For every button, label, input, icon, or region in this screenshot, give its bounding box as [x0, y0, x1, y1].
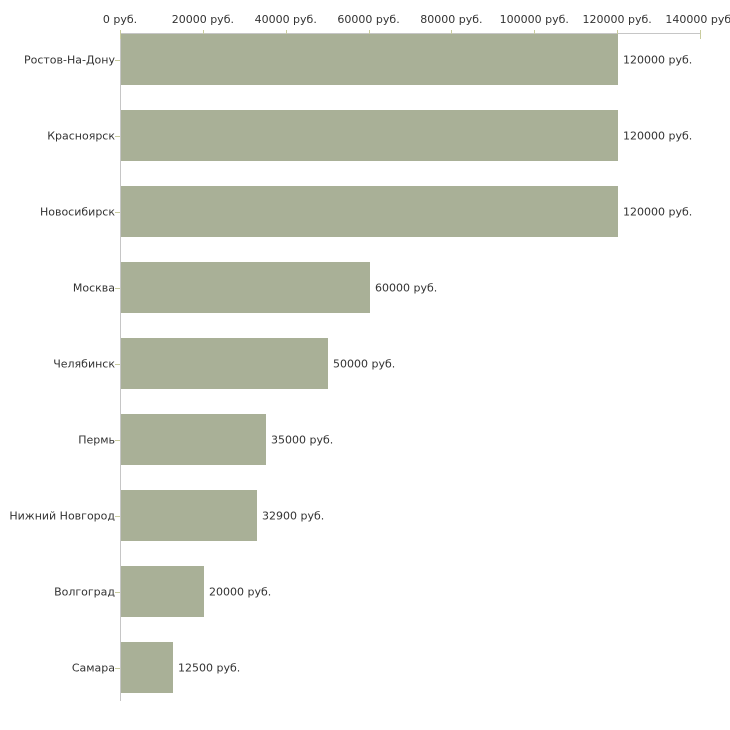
- bar: [121, 186, 618, 237]
- x-axis-tick-label: 0 руб.: [102, 13, 138, 26]
- x-axis-tick-mark: [700, 30, 701, 39]
- bar-value-label: 60000 руб.: [375, 281, 438, 294]
- x-axis-tick-label: 20000 руб.: [171, 13, 234, 26]
- bar-value-label: 32900 руб.: [262, 509, 325, 522]
- bar-value-label: 50000 руб.: [333, 357, 396, 370]
- category-label: Челябинск: [53, 357, 115, 370]
- bar: [121, 566, 204, 617]
- x-axis-tick-label: 80000 руб.: [420, 13, 483, 26]
- bar: [121, 34, 618, 85]
- y-axis-tick-mark: [115, 212, 120, 213]
- category-label: Волгоград: [54, 585, 115, 598]
- x-axis-tick-label: 140000 руб.: [665, 13, 730, 26]
- y-axis-tick-mark: [115, 60, 120, 61]
- bar: [121, 262, 370, 313]
- bar-value-label: 120000 руб.: [623, 129, 693, 142]
- bar-value-label: 12500 руб.: [178, 661, 241, 674]
- bar: [121, 110, 618, 161]
- y-axis-tick-mark: [115, 440, 120, 441]
- y-axis-tick-mark: [115, 516, 120, 517]
- bar-value-label: 20000 руб.: [209, 585, 272, 598]
- y-axis-tick-mark: [115, 136, 120, 137]
- x-axis-tick-mark: [120, 30, 121, 39]
- category-label: Ростов-На-Дону: [23, 53, 115, 66]
- bar: [121, 414, 266, 465]
- y-axis-line: [120, 33, 121, 701]
- category-label: Самара: [71, 661, 115, 674]
- bar: [121, 642, 173, 693]
- bar-value-label: 120000 руб.: [623, 205, 693, 218]
- bar: [121, 490, 257, 541]
- x-axis-tick-label: 40000 руб.: [254, 13, 317, 26]
- bar-value-label: 120000 руб.: [623, 53, 693, 66]
- category-label: Нижний Новгород: [9, 509, 115, 522]
- x-axis-line: [120, 33, 701, 34]
- y-axis-tick-mark: [115, 668, 120, 669]
- x-axis-tick-label: 100000 руб.: [499, 13, 569, 26]
- category-label: Красноярск: [47, 129, 115, 142]
- x-axis-tick-label: 120000 руб.: [582, 13, 652, 26]
- y-axis-tick-mark: [115, 592, 120, 593]
- category-label: Пермь: [78, 433, 115, 446]
- y-axis-tick-mark: [115, 288, 120, 289]
- bar-value-label: 35000 руб.: [271, 433, 334, 446]
- bar: [121, 338, 328, 389]
- y-axis-tick-mark: [115, 364, 120, 365]
- category-label: Москва: [72, 281, 115, 294]
- x-axis-tick-label: 60000 руб.: [337, 13, 400, 26]
- category-label: Новосибирск: [39, 205, 115, 218]
